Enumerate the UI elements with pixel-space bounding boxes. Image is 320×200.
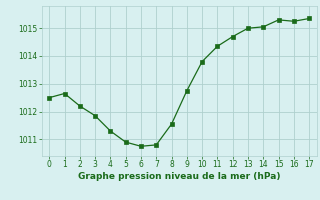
- X-axis label: Graphe pression niveau de la mer (hPa): Graphe pression niveau de la mer (hPa): [78, 172, 280, 181]
